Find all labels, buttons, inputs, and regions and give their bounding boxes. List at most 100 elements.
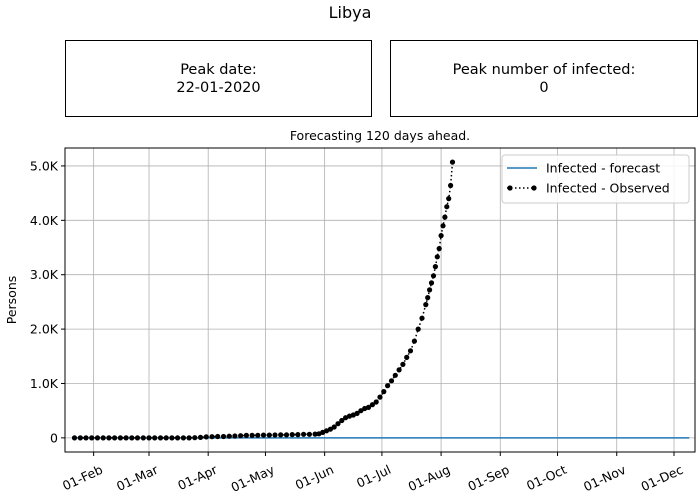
observed-point — [436, 246, 442, 252]
observed-point — [169, 435, 175, 441]
observed-point — [427, 287, 433, 293]
observed-point — [449, 159, 456, 165]
observed-point — [373, 399, 379, 405]
plot-frame — [64, 147, 696, 453]
observed-point — [260, 432, 267, 438]
observed-point — [301, 431, 307, 437]
y-tick-label: 4.0K — [30, 213, 59, 228]
observed-point — [106, 435, 112, 441]
observed-point — [180, 435, 186, 441]
observed-point — [203, 434, 209, 440]
y-axis-label: Persons — [4, 276, 19, 325]
observed-point — [400, 361, 406, 367]
x-tick-label: 01-Jul — [354, 462, 393, 491]
observed-point — [440, 223, 446, 229]
y-tick-label: 2.0K — [30, 322, 59, 337]
observed-point — [83, 435, 89, 441]
observed-point — [129, 435, 135, 441]
observed-point — [331, 424, 337, 430]
legend-box — [501, 154, 690, 204]
series-observed-line — [74, 162, 454, 439]
observed-point — [377, 394, 383, 400]
observed-point — [381, 389, 387, 395]
observed-point — [385, 383, 391, 389]
observed-point — [152, 435, 158, 441]
observed-point — [77, 435, 83, 441]
observed-point — [335, 421, 341, 427]
observed-point — [434, 254, 440, 260]
y-tick-label: 0 — [50, 430, 58, 445]
peak-infected-box: Peak number of infected: 0 — [390, 40, 698, 117]
observed-point — [323, 428, 330, 434]
y-tick-label: 1.0K — [30, 376, 59, 391]
legend-observed-marker — [531, 185, 537, 191]
peak-date-label: Peak date: — [180, 61, 257, 78]
observed-point — [283, 432, 290, 438]
observed-point — [71, 435, 78, 441]
peak-date-box: Peak date: 22-01-2020 — [65, 40, 372, 117]
legend-observed-label: Infected - Observed — [546, 181, 670, 196]
observed-point — [358, 408, 364, 414]
observed-point — [396, 367, 402, 373]
observed-point — [415, 326, 421, 332]
observed-point — [157, 435, 164, 441]
peak-infected-label: Peak number of infected: — [452, 61, 636, 78]
x-tick-label: 01-Aug — [406, 462, 453, 494]
observed-point — [392, 372, 398, 378]
observed-point — [220, 433, 227, 440]
x-tick-label: 01-Nov — [581, 462, 628, 495]
observed-point — [186, 435, 192, 441]
x-tick-label: 01-Sep — [465, 462, 511, 494]
peak-date-value: 22-01-2020 — [176, 79, 261, 96]
x-tick-label: 01-Dec — [639, 462, 686, 494]
observed-point — [312, 431, 318, 437]
x-tick-label: 01-Apr — [175, 461, 220, 493]
observed-point — [442, 214, 448, 220]
observed-point — [89, 435, 95, 441]
observed-point — [232, 433, 238, 439]
observed-point — [146, 435, 152, 441]
observed-point — [255, 432, 261, 438]
observed-point — [295, 432, 301, 438]
observed-point — [343, 415, 349, 421]
observed-point — [446, 196, 452, 202]
chart-title: Libya — [328, 3, 372, 22]
observed-point — [327, 426, 333, 432]
observed-point — [112, 435, 118, 441]
observed-point — [339, 417, 345, 424]
x-tick-label: 01-Feb — [60, 462, 105, 494]
x-tick-label: 01-May — [229, 462, 278, 495]
observed-point — [419, 315, 425, 321]
observed-point — [226, 433, 232, 439]
observed-point — [448, 182, 454, 189]
observed-point — [438, 233, 444, 239]
chart-subtitle: Forecasting 120 days ahead. — [289, 128, 471, 143]
observed-point — [266, 432, 272, 438]
observed-point — [140, 435, 146, 441]
observed-point — [100, 435, 106, 441]
observed-point — [428, 280, 435, 286]
x-tick-label: 01-Jun — [293, 462, 336, 493]
observed-point — [407, 348, 414, 354]
observed-point — [249, 432, 255, 438]
observed-point — [94, 435, 101, 441]
x-tick-label: 01-Oct — [524, 462, 569, 494]
observed-point — [404, 354, 410, 360]
observed-point — [278, 432, 284, 438]
observed-point — [289, 432, 295, 438]
observed-point — [134, 435, 141, 441]
observed-point — [425, 295, 431, 301]
observed-point — [388, 378, 395, 384]
observed-point — [215, 433, 221, 440]
observed-point — [243, 432, 249, 438]
observed-point — [117, 435, 123, 441]
observed-point — [444, 204, 450, 210]
observed-point — [209, 434, 215, 440]
observed-point — [192, 435, 198, 441]
x-tick-label: 01-Mar — [114, 461, 161, 494]
observed-point — [163, 435, 169, 441]
y-tick-label: 3.0K — [30, 267, 59, 282]
observed-point — [365, 404, 372, 410]
observed-point — [272, 432, 278, 438]
